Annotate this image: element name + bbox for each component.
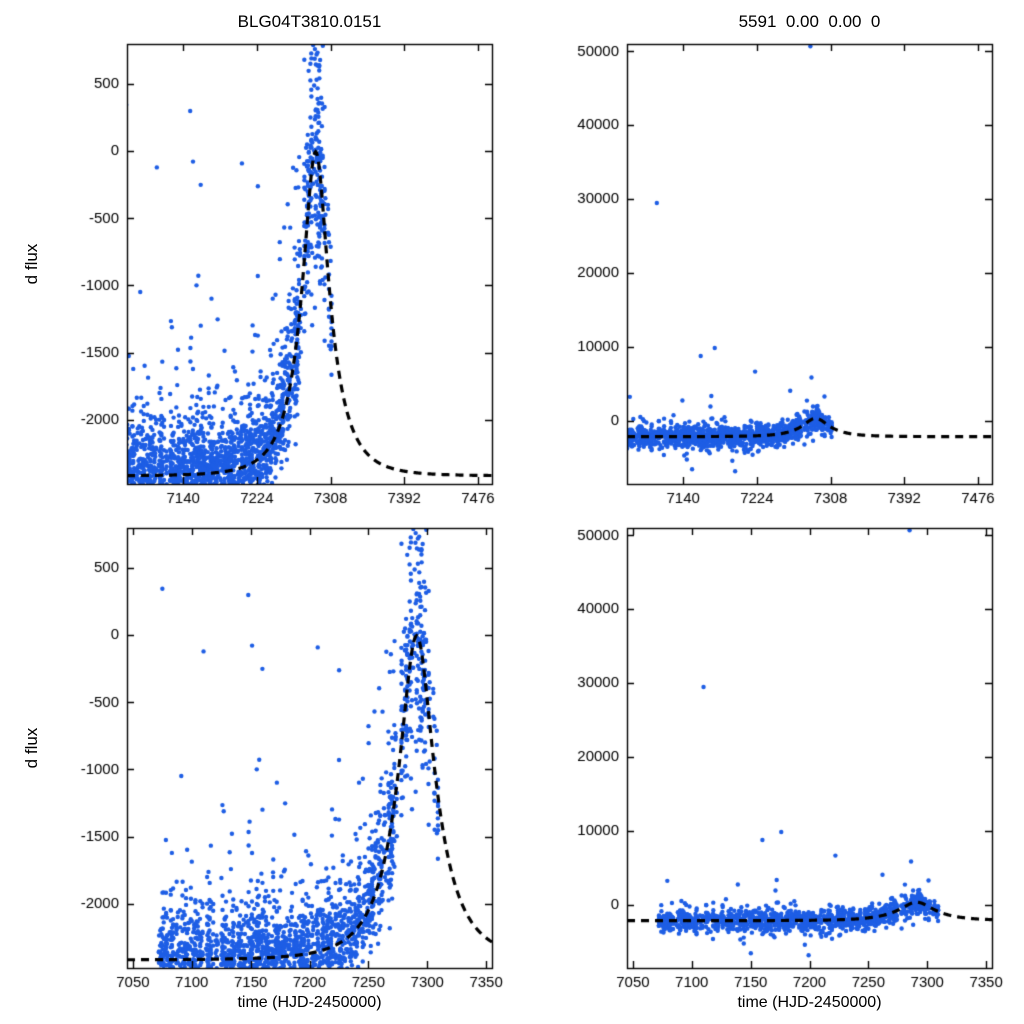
panel-title-right: 5591 0.00 0.00 0 <box>738 12 881 31</box>
panel-title-left: BLG04T3810.0151 <box>237 12 382 31</box>
x-axis-label-left: time (HJD-2450000) <box>237 994 382 1011</box>
plot-panel-bottom-right <box>627 528 992 968</box>
plot-panel-top-right <box>627 44 992 484</box>
plot-panel-bottom-left <box>127 528 492 968</box>
y-axis-label-top: d flux <box>22 243 41 285</box>
plot-panel-top-left <box>127 44 492 484</box>
y-axis-label-bottom: d flux <box>22 727 41 769</box>
x-axis-label-right: time (HJD-2450000) <box>737 994 882 1011</box>
